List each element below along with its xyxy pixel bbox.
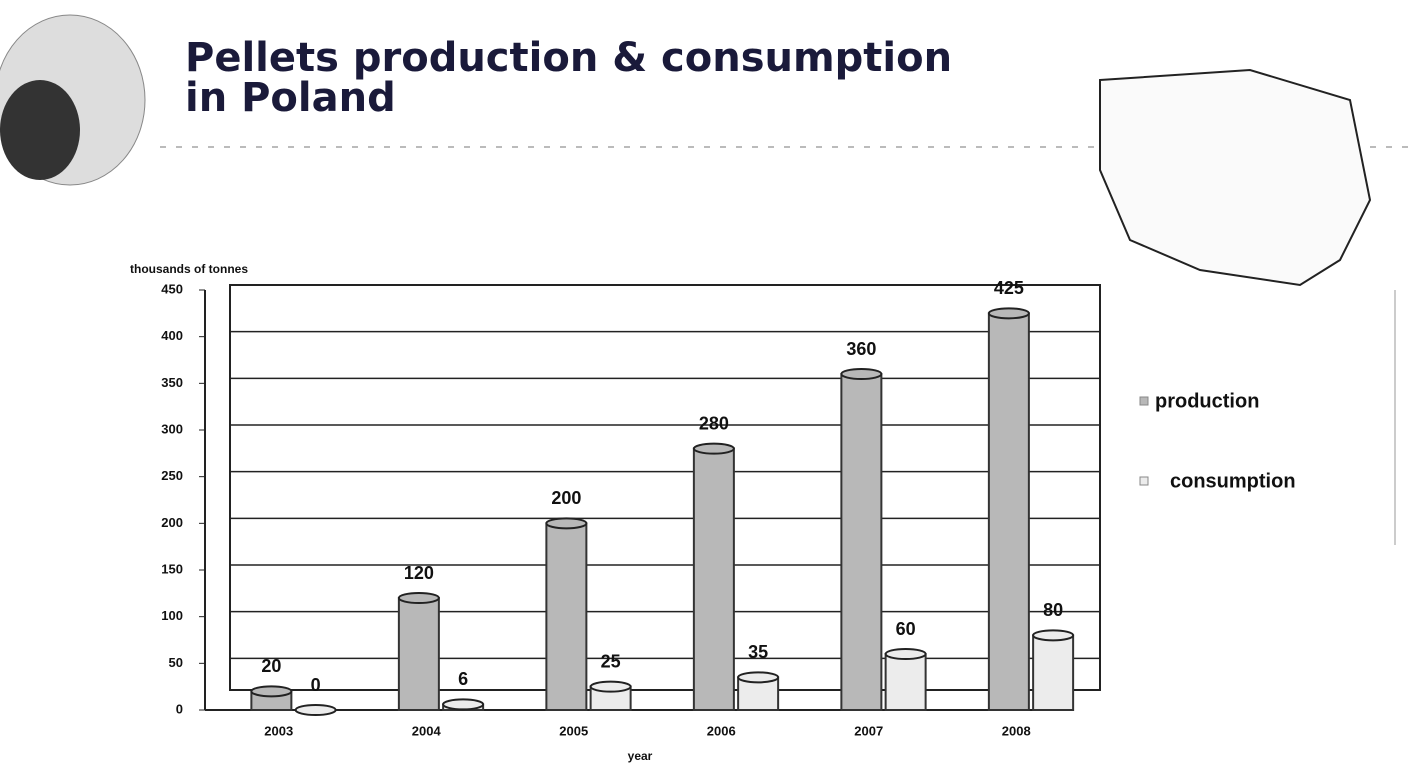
bar-cap — [692, 442, 735, 455]
bar — [545, 522, 588, 711]
map-decoration — [1099, 68, 1372, 287]
bar-cap — [1032, 629, 1075, 642]
bar-cap — [442, 698, 485, 711]
y-tick-label: 350 — [161, 375, 183, 390]
legend-swatch — [1139, 396, 1149, 406]
bar-cap — [294, 704, 337, 716]
bar-cap — [545, 517, 588, 530]
bar — [987, 312, 1030, 711]
value-label: 80 — [1043, 600, 1063, 620]
y-tick-label: 100 — [161, 608, 183, 623]
y-tick-label: 450 — [161, 281, 183, 296]
value-label: 200 — [551, 488, 581, 508]
value-label: 60 — [896, 619, 916, 639]
bar — [692, 447, 735, 711]
y-tick-label: 150 — [161, 561, 183, 576]
bar-cap — [737, 671, 780, 684]
value-label: 6 — [458, 669, 468, 689]
value-label: 280 — [699, 413, 729, 433]
x-tick-label: 2004 — [412, 723, 442, 738]
value-label: 35 — [748, 642, 768, 662]
value-label: 120 — [404, 563, 434, 583]
bar-cap — [397, 592, 440, 604]
value-label: 25 — [601, 651, 621, 671]
bar — [884, 653, 927, 711]
y-tick-label: 300 — [161, 421, 183, 436]
y-tick-label: 50 — [169, 655, 183, 670]
x-axis-label: year — [628, 749, 653, 763]
y-tick-label: 400 — [161, 328, 183, 343]
y-tick-label: 200 — [161, 515, 183, 530]
legend-label: production — [1155, 390, 1259, 412]
x-tick-label: 2005 — [559, 723, 588, 738]
x-tick-label: 2008 — [1002, 723, 1031, 738]
legend-swatch — [1139, 476, 1149, 486]
bar-cap — [250, 685, 293, 698]
bar-cap — [840, 368, 883, 380]
bar — [840, 373, 883, 711]
y-tick-label: 250 — [161, 468, 183, 483]
globe-shadow — [0, 80, 80, 180]
bar-cap — [589, 680, 632, 693]
x-tick-label: 2006 — [707, 723, 736, 738]
value-label: 360 — [846, 339, 876, 359]
x-tick-label: 2007 — [854, 723, 883, 738]
bar-cap — [884, 648, 927, 660]
bar-cap — [987, 307, 1030, 320]
bar — [397, 597, 440, 711]
chart-title: Pellets production & consumption — [185, 35, 952, 81]
y-tick-label: 0 — [176, 701, 183, 716]
value-label: 0 — [311, 675, 321, 695]
x-tick-label: 2003 — [264, 723, 293, 738]
y-axis-label: thousands of tonnes — [130, 262, 248, 276]
value-label: 20 — [261, 656, 281, 676]
plot-area — [229, 284, 1101, 691]
bar — [1032, 634, 1075, 711]
legend-label: consumption — [1170, 470, 1296, 492]
value-label: 425 — [994, 278, 1024, 298]
chart-subtitle: in Poland — [185, 75, 396, 121]
